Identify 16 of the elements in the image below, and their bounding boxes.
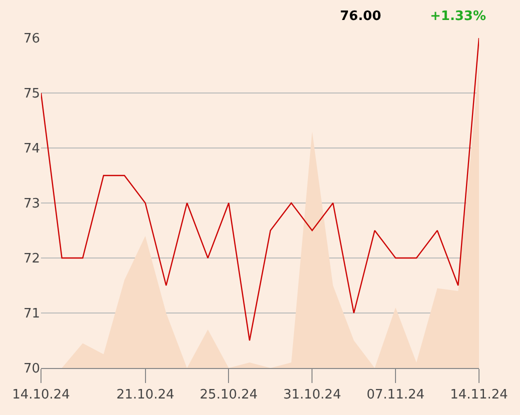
y-tick-label: 75 [23, 86, 40, 102]
x-tick-label: 07.11.24 [366, 388, 425, 403]
text: 76.00 [340, 9, 382, 24]
y-tick-label: 71 [23, 306, 40, 322]
y-tick-label: 74 [23, 142, 40, 157]
y-tick-label: 73 [23, 196, 40, 212]
y-tick-label: 70 [23, 362, 40, 377]
x-tick-label: 14.11.24 [450, 388, 508, 403]
y-tick-label: 72 [23, 252, 40, 267]
line-series [41, 38, 479, 342]
text: +1.33% [430, 9, 486, 24]
x-tick-label: 21.10.24 [116, 388, 174, 403]
x-tick-label: 14.10.24 [12, 388, 70, 403]
x-tick-label: 31.10.24 [283, 388, 342, 403]
y-tick-label: 76 [23, 32, 40, 47]
x-tick-label: 25.10.24 [200, 388, 258, 403]
